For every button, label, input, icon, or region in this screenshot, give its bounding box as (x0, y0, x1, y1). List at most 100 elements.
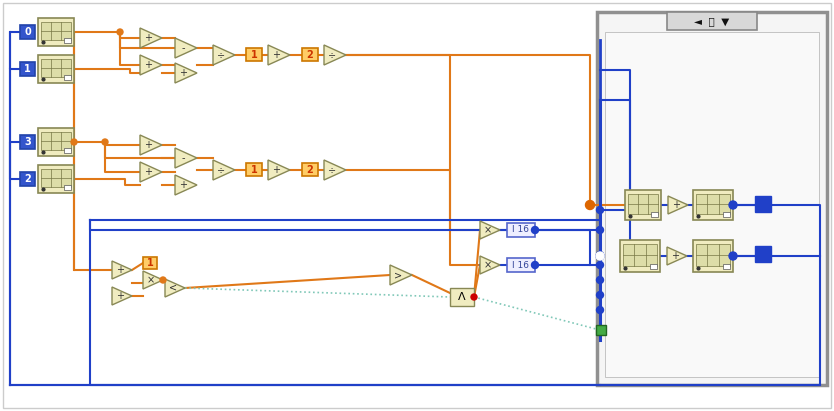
Bar (38, 18, 74, 46)
Circle shape (117, 29, 123, 35)
Polygon shape (165, 279, 185, 297)
Bar (38, 128, 74, 156)
Text: 1: 1 (251, 50, 258, 60)
Circle shape (596, 307, 604, 314)
Bar (651, 212, 658, 217)
Circle shape (596, 226, 604, 233)
Bar (143, 257, 157, 269)
Text: ×: × (484, 225, 492, 235)
Bar (38, 55, 74, 83)
Text: 2: 2 (307, 50, 314, 60)
Bar (667, 12, 757, 30)
Text: <: < (168, 283, 177, 293)
Text: >: > (394, 270, 403, 280)
Text: +: + (144, 33, 153, 43)
Bar (64, 148, 71, 153)
Bar (64, 75, 71, 80)
Polygon shape (112, 261, 132, 279)
Text: +: + (179, 180, 188, 190)
Polygon shape (324, 160, 346, 180)
Text: +: + (144, 60, 153, 70)
Circle shape (102, 139, 108, 145)
Text: 1: 1 (24, 64, 31, 74)
Bar (64, 185, 71, 190)
Polygon shape (480, 221, 500, 239)
Bar (628, 194, 658, 214)
Text: +: + (273, 165, 280, 175)
Bar (623, 244, 657, 266)
Circle shape (596, 291, 604, 298)
Circle shape (596, 261, 604, 268)
Circle shape (71, 139, 77, 145)
Polygon shape (140, 55, 162, 75)
Text: I 16: I 16 (513, 261, 530, 270)
Polygon shape (175, 175, 197, 195)
Text: ×: × (147, 275, 154, 285)
Bar (64, 38, 71, 43)
Circle shape (729, 201, 737, 209)
Circle shape (596, 206, 604, 213)
Text: I 16: I 16 (513, 226, 530, 235)
Text: 0: 0 (24, 27, 31, 37)
Text: 1: 1 (251, 165, 258, 175)
Bar (246, 164, 262, 176)
Bar (38, 165, 74, 193)
Bar (302, 164, 318, 176)
Bar (41, 22, 71, 40)
Polygon shape (390, 265, 412, 285)
Bar (302, 48, 318, 62)
Polygon shape (140, 28, 162, 48)
Polygon shape (213, 160, 235, 180)
Polygon shape (268, 45, 290, 65)
Polygon shape (480, 256, 500, 274)
Circle shape (596, 252, 604, 260)
Circle shape (160, 277, 166, 283)
Text: Λ: Λ (458, 292, 466, 302)
Text: +: + (671, 200, 680, 210)
Polygon shape (324, 45, 346, 65)
Bar (507, 258, 535, 272)
Bar (41, 169, 71, 187)
Text: +: + (179, 68, 188, 78)
Bar (450, 288, 474, 306)
Polygon shape (175, 63, 197, 83)
Polygon shape (140, 135, 162, 155)
Circle shape (531, 261, 539, 268)
Circle shape (471, 294, 477, 300)
Text: +: + (116, 291, 123, 301)
Bar (723, 212, 730, 217)
Bar (755, 196, 771, 212)
Bar (41, 59, 71, 77)
Text: ÷: ÷ (329, 50, 336, 60)
Polygon shape (268, 160, 290, 180)
Bar (605, 32, 819, 377)
Polygon shape (668, 196, 688, 214)
Text: ÷: ÷ (329, 165, 336, 175)
Polygon shape (140, 162, 162, 182)
Bar (507, 223, 535, 237)
Bar (20, 25, 35, 39)
Text: -: - (182, 43, 185, 53)
Text: +: + (144, 167, 153, 177)
Polygon shape (112, 287, 132, 305)
Circle shape (585, 201, 595, 210)
Bar (696, 194, 730, 214)
Circle shape (729, 252, 737, 260)
Text: 3: 3 (24, 137, 31, 147)
Text: 2: 2 (307, 165, 314, 175)
Text: 1: 1 (147, 258, 153, 268)
Circle shape (531, 226, 539, 233)
Bar (20, 135, 35, 149)
Polygon shape (667, 247, 687, 265)
Circle shape (596, 277, 604, 284)
Bar (620, 240, 660, 272)
Polygon shape (143, 271, 163, 289)
Circle shape (596, 252, 604, 259)
Text: ÷: ÷ (218, 50, 225, 60)
Bar (650, 264, 657, 269)
Text: ÷: ÷ (218, 165, 225, 175)
Bar (41, 132, 71, 150)
Text: +: + (671, 251, 679, 261)
Text: +: + (273, 50, 280, 60)
Bar (20, 62, 35, 76)
